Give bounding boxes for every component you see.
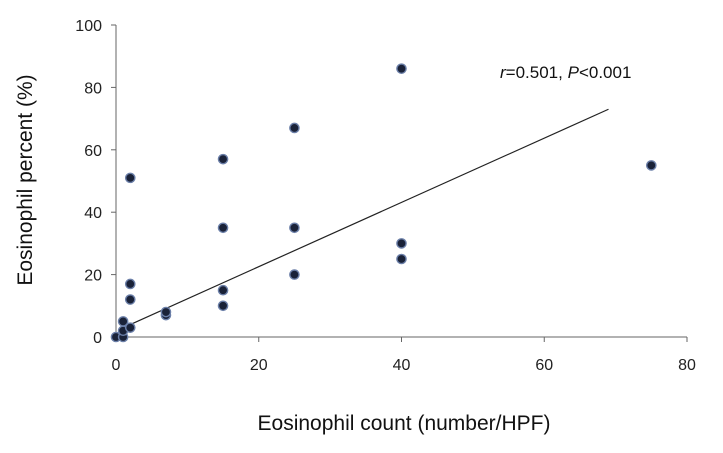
data-point <box>217 300 229 312</box>
data-point <box>124 322 136 333</box>
x-axis-title: Eosinophil count (number/HPF) <box>258 412 551 435</box>
trendline-group <box>130 108 609 326</box>
trendline <box>130 108 609 326</box>
data-point <box>289 122 300 134</box>
x-tick-label: 60 <box>535 357 553 374</box>
correlation-annotation: r=0.501, P<0.001 <box>500 63 631 82</box>
data-points <box>110 63 657 343</box>
data-point <box>646 160 657 171</box>
tick-labels: 0 20 40 60 80 100 0 20 40 60 80 <box>75 18 696 374</box>
data-point <box>117 316 129 327</box>
y-tick-label: 60 <box>84 143 102 160</box>
data-point <box>160 306 172 318</box>
data-point <box>396 253 407 265</box>
x-tick-label: 40 <box>393 357 411 374</box>
data-point <box>396 63 407 74</box>
data-point <box>217 153 229 165</box>
y-axis-title: Eosinophil percent (%) <box>14 74 37 285</box>
x-tick-label: 80 <box>678 357 696 374</box>
data-point <box>396 238 407 249</box>
x-tick-label: 0 <box>112 357 121 374</box>
data-point <box>289 222 300 234</box>
y-tick-label: 0 <box>93 330 102 347</box>
data-point <box>124 278 136 290</box>
y-tick-label: 100 <box>75 18 102 35</box>
data-point <box>289 269 300 280</box>
y-tick-label: 80 <box>84 80 102 97</box>
y-tick-label: 40 <box>84 205 102 222</box>
y-tick-label: 20 <box>84 268 102 285</box>
axes <box>111 24 688 342</box>
data-point <box>124 172 136 184</box>
x-tick-label: 20 <box>250 357 268 374</box>
data-point <box>217 284 229 296</box>
data-point <box>124 294 136 305</box>
data-point <box>217 222 229 234</box>
